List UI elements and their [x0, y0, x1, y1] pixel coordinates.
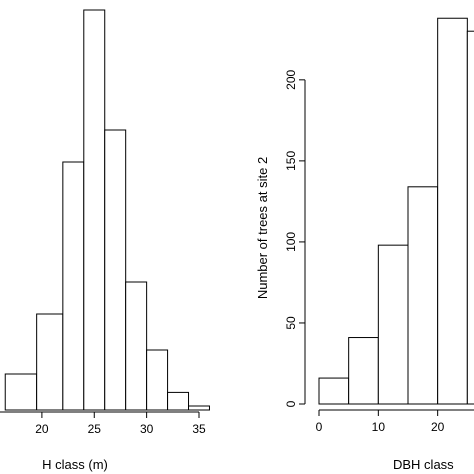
histogram-bar [4, 373, 38, 411]
histogram-bar [125, 281, 148, 411]
y-tick-label: 50 [284, 316, 298, 330]
y-tick-label: 0 [284, 400, 298, 407]
x-tick-label: 25 [88, 422, 102, 436]
histogram-bar [62, 161, 85, 411]
x-tick-label: 0 [316, 420, 323, 434]
y-tick-label: 150 [284, 151, 298, 171]
histogram-bar [146, 349, 169, 411]
histogram-bar [318, 377, 350, 405]
histogram-bar [407, 186, 439, 405]
x-tick-label: 10 [372, 420, 386, 434]
x-tick-label: 30 [140, 422, 154, 436]
x-tick-label: 20 [35, 422, 49, 436]
x-tick-label: 35 [192, 422, 206, 436]
histogram-bar [167, 391, 190, 411]
histogram-bar [466, 30, 474, 405]
histogram-bar [36, 313, 64, 411]
histogram-bar [83, 9, 106, 411]
y-axis-title: Number of trees at site 2 [255, 157, 270, 299]
histogram-bar [377, 244, 409, 405]
histogram-h-class: 20 25 30 35 H class (m) [0, 9, 210, 472]
x-axis-title: DBH class [393, 457, 454, 472]
histogram-bar [188, 405, 210, 411]
histogram-bar [104, 129, 127, 411]
y-tick-label: 200 [284, 70, 298, 90]
y-tick-label: 100 [284, 232, 298, 252]
x-tick-label: 20 [431, 420, 445, 434]
x-axis-title: H class (m) [42, 457, 108, 472]
histogram-bar [437, 17, 468, 405]
histogram-bar [348, 337, 379, 405]
